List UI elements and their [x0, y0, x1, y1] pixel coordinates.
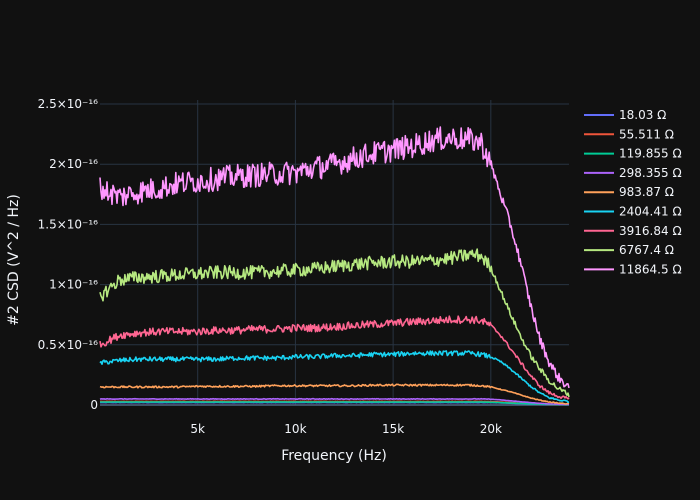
y-tick-label: 1.5×10⁻¹⁶ [38, 217, 99, 231]
legend-label: 2404.41 Ω [619, 205, 682, 219]
legend-label: 18.03 Ω [619, 108, 666, 122]
legend-label: 298.355 Ω [619, 166, 682, 180]
y-tick-label: 2.5×10⁻¹⁶ [38, 97, 99, 111]
series-line [99, 126, 570, 389]
legend-item[interactable]: 983.87 Ω [584, 185, 674, 199]
legend-item[interactable]: 11864.5 Ω [584, 262, 682, 276]
series-line [99, 350, 570, 404]
y-axis-title: #2 CSD (V^2 / Hz) [6, 194, 22, 326]
legend-label: 119.855 Ω [619, 147, 682, 161]
legend-item[interactable]: 119.855 Ω [584, 147, 682, 161]
x-tick-label: 15k [382, 422, 404, 436]
series-line [100, 401, 569, 406]
y-axis-ticks: 0 0.5×10⁻¹⁶ 1×10⁻¹⁶ 1.5×10⁻¹⁶ 2×10⁻¹⁶ 2.5×10⁻… [38, 97, 99, 412]
series-line [99, 248, 570, 398]
legend-item[interactable]: 55.511 Ω [584, 127, 674, 141]
legend-label: 11864.5 Ω [619, 262, 682, 276]
y-tick-label: 0.5×10⁻¹⁶ [38, 338, 99, 352]
legend-item[interactable]: 298.355 Ω [584, 166, 682, 180]
legend-item[interactable]: 3916.84 Ω [584, 224, 682, 238]
x-tick-label: 10k [284, 422, 306, 436]
legend-label: 3916.84 Ω [619, 224, 682, 238]
legend-item[interactable]: 6767.4 Ω [584, 243, 674, 257]
legend-item[interactable]: 2404.41 Ω [584, 205, 682, 219]
series-lines [99, 126, 570, 406]
y-tick-label: 1×10⁻¹⁶ [49, 278, 98, 292]
x-tick-label: 20k [480, 422, 502, 436]
x-axis-ticks: 5k 10k 15k 20k [190, 422, 502, 436]
series-line [99, 315, 570, 400]
legend-label: 983.87 Ω [619, 185, 674, 199]
legend-item[interactable]: 18.03 Ω [584, 108, 666, 122]
x-axis-title: Frequency (Hz) [281, 448, 387, 464]
legend-label: 55.511 Ω [619, 127, 674, 141]
x-tick-label: 5k [190, 422, 205, 436]
y-tick-label: 0 [90, 398, 98, 412]
series-line [99, 383, 569, 405]
legend-label: 6767.4 Ω [619, 243, 674, 257]
legend: 18.03 Ω 55.511 Ω 119.855 Ω 298.355 Ω 983.87 … [584, 108, 682, 276]
series-line [99, 397, 570, 406]
y-tick-label: 2×10⁻¹⁶ [49, 157, 98, 171]
